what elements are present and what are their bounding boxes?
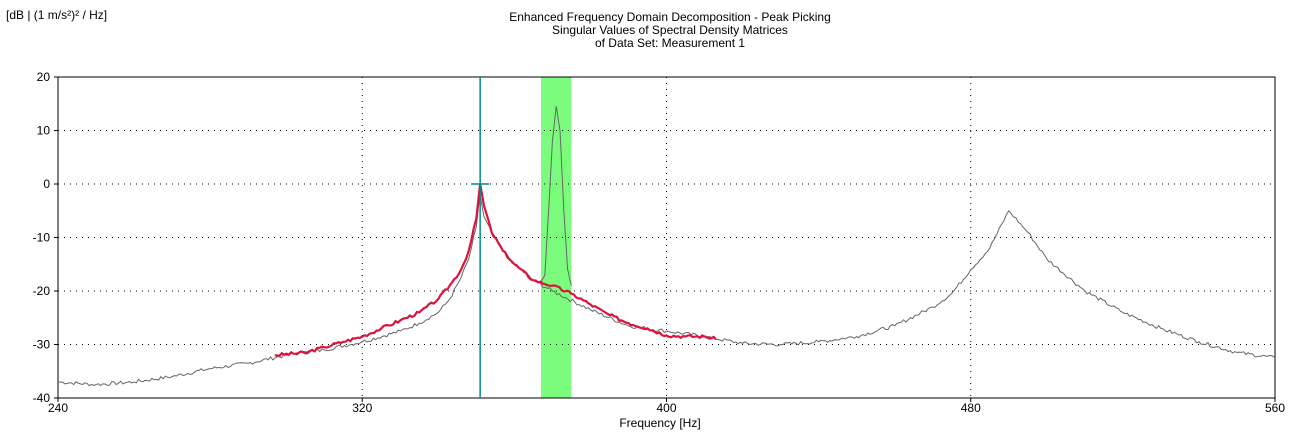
chart-subtitle-2: of Data Set: Measurement 1 xyxy=(594,36,746,50)
y-tick-label: -10 xyxy=(33,231,51,245)
series-line-band-peak xyxy=(540,106,572,286)
series-line-picked-mode xyxy=(274,183,717,357)
x-tick-label: 480 xyxy=(961,401,981,415)
series-line-singular-value xyxy=(57,194,1276,387)
chart-title-block: Enhanced Frequency Domain Decomposition … xyxy=(370,11,970,50)
y-tick-label: -20 xyxy=(33,284,51,298)
y-tick-label: 0 xyxy=(43,177,50,191)
x-tick-label: 240 xyxy=(48,401,68,415)
y-tick-label: -40 xyxy=(33,391,51,405)
y-tick-label: -30 xyxy=(33,338,51,352)
x-axis-label: Frequency [Hz] xyxy=(619,416,701,430)
x-tick-label: 320 xyxy=(352,401,372,415)
y-tick-label: 20 xyxy=(37,70,51,84)
y-tick-label: 10 xyxy=(37,124,51,138)
chart-title: Enhanced Frequency Domain Decomposition … xyxy=(509,10,831,24)
x-tick-label: 400 xyxy=(656,401,676,415)
y-axis-label: [dB | (1 m/s²)² / Hz] xyxy=(6,8,108,22)
chart-subtitle-1: Singular Values of Spectral Density Matr… xyxy=(552,23,788,37)
x-tick-label: 560 xyxy=(1265,401,1285,415)
